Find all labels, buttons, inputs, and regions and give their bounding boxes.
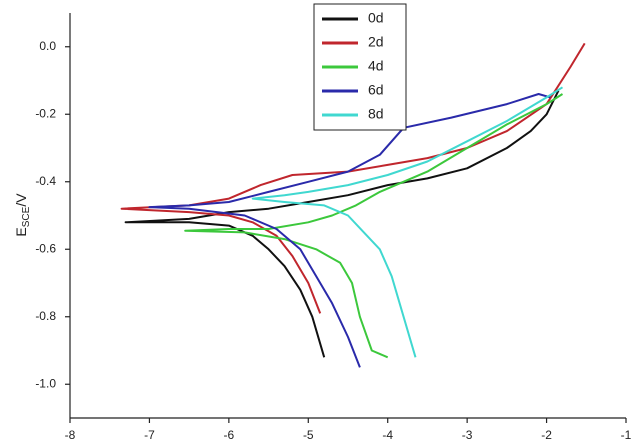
y-label-main: E: [13, 227, 29, 236]
y-label-sub: SCE: [21, 206, 32, 227]
legend-label: 4d: [368, 58, 384, 74]
legend-label: 2d: [368, 34, 384, 50]
legend-label: 0d: [368, 10, 384, 26]
series-line: [124, 90, 560, 358]
series-line: [251, 86, 564, 358]
x-tick-label: -4: [382, 428, 393, 442]
x-tick-label: -5: [303, 428, 314, 442]
y-tick-label: 0.0: [39, 39, 56, 53]
series-line: [184, 93, 564, 359]
y-axis-label: ESCE/V: [13, 193, 32, 237]
y-label-unit: /V: [13, 193, 29, 207]
y-tick-label: -0.8: [35, 309, 56, 323]
y-tick-label: -0.2: [35, 106, 56, 120]
x-tick-label: -3: [462, 428, 473, 442]
series-line: [148, 93, 551, 368]
y-tick-label: -0.6: [35, 241, 56, 255]
x-tick-label: -2: [541, 428, 552, 442]
y-tick-label: -1.0: [35, 376, 56, 390]
x-tick-label: -8: [65, 428, 76, 442]
x-tick-label: -6: [224, 428, 235, 442]
y-tick-label: -0.4: [35, 174, 56, 188]
x-tick-label: -7: [144, 428, 155, 442]
legend-label: 8d: [368, 106, 384, 122]
legend-label: 6d: [368, 82, 384, 98]
x-tick-label: -1: [621, 428, 632, 442]
series-line: [120, 42, 586, 314]
